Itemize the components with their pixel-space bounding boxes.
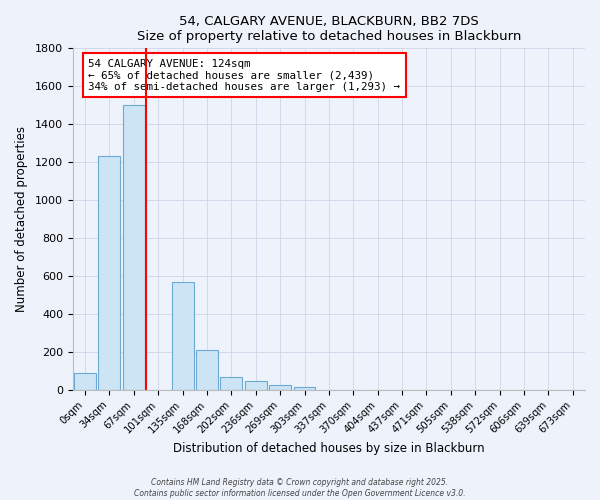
Text: 54 CALGARY AVENUE: 124sqm
← 65% of detached houses are smaller (2,439)
34% of se: 54 CALGARY AVENUE: 124sqm ← 65% of detac… <box>88 58 400 92</box>
Bar <box>172 282 194 390</box>
Bar <box>74 372 96 390</box>
Bar <box>196 350 218 390</box>
Bar <box>220 378 242 390</box>
Bar <box>245 381 266 390</box>
Text: Contains HM Land Registry data © Crown copyright and database right 2025.
Contai: Contains HM Land Registry data © Crown c… <box>134 478 466 498</box>
Bar <box>269 385 291 390</box>
Bar <box>293 387 316 390</box>
Bar <box>123 105 145 390</box>
Y-axis label: Number of detached properties: Number of detached properties <box>15 126 28 312</box>
X-axis label: Distribution of detached houses by size in Blackburn: Distribution of detached houses by size … <box>173 442 485 455</box>
Title: 54, CALGARY AVENUE, BLACKBURN, BB2 7DS
Size of property relative to detached hou: 54, CALGARY AVENUE, BLACKBURN, BB2 7DS S… <box>137 15 521 43</box>
Bar <box>98 156 121 390</box>
